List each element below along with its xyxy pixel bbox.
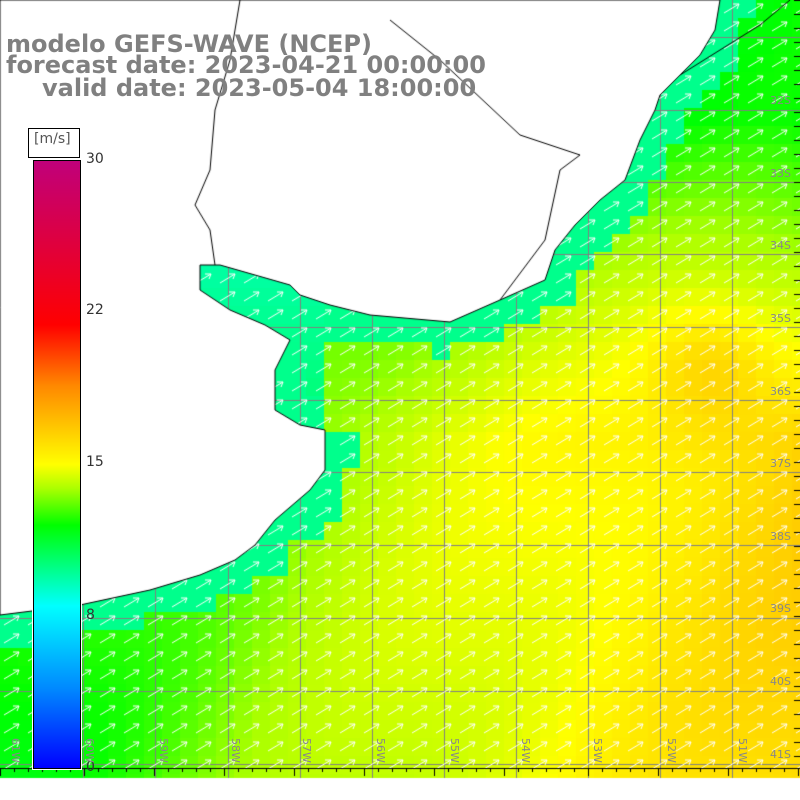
colorbar-label: 22	[86, 302, 104, 318]
colorbar-unit: [m/s]	[34, 131, 71, 147]
latitude-label: 34S	[770, 239, 791, 252]
longitude-label: 57W	[300, 738, 313, 763]
colorbar	[32, 159, 82, 770]
latitude-label: 40S	[770, 675, 791, 688]
longitude-label: 52W	[665, 738, 678, 763]
valid-date: valid date: 2023-05-04 18:00:00	[42, 74, 477, 102]
latitude-label: 38S	[770, 530, 791, 543]
colorbar-unit-box	[28, 128, 80, 158]
longitude-label: 56W	[374, 738, 387, 763]
longitude-label: 53W	[591, 738, 604, 763]
latitude-label: 36S	[770, 385, 791, 398]
colorbar-label: 8	[86, 607, 95, 623]
longitude-label: 54W	[519, 738, 532, 763]
latitude-label: 39S	[770, 602, 791, 615]
colorbar-label: 15	[86, 454, 104, 470]
latitude-label: 37S	[770, 457, 791, 470]
colorbar-label: 30	[86, 151, 104, 167]
forecast-date: forecast date: 2023-04-21 00:00:00	[6, 51, 486, 79]
longitude-label: 51W	[736, 738, 749, 763]
longitude-label: 61W	[9, 738, 22, 763]
latitude-label: 32S	[770, 94, 791, 107]
latitude-label: 35S	[770, 312, 791, 325]
longitude-label: 60W	[83, 738, 96, 763]
longitude-label: 55W	[448, 738, 461, 763]
longitude-label: 59W	[157, 738, 170, 763]
latitude-label: 41S	[770, 748, 791, 761]
latitude-label: 33S	[770, 167, 791, 180]
longitude-label: 58W	[229, 738, 242, 763]
colorbar-label: 0	[86, 759, 95, 775]
model-title: modelo GEFS-WAVE (NCEP)	[6, 30, 372, 58]
